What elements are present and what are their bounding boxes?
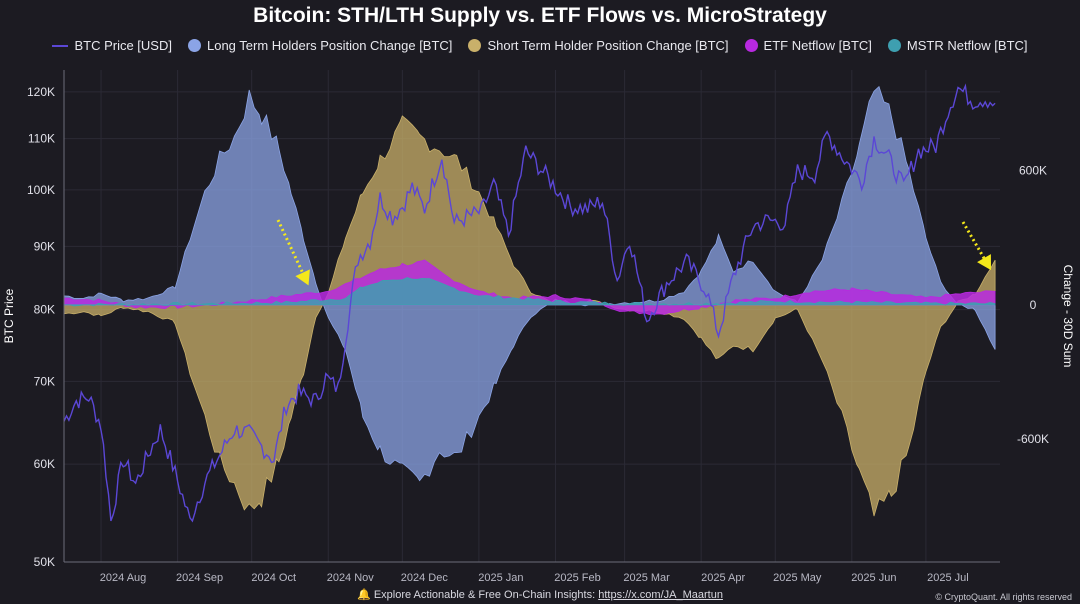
legend: BTC Price [USD] Long Term Holders Positi… [0,38,1080,53]
legend-swatch-btc-price [52,44,69,47]
area-mstr [63,277,996,307]
bell-icon: 🔔 [357,589,371,601]
right-tick-label: -600K [1017,432,1049,446]
x-tick-label: 2024 Sep [176,572,223,584]
footer: 🔔 Explore Actionable & Free On-Chain Ins… [0,588,1080,601]
line-series [63,83,996,523]
chart-title: Bitcoin: STH/LTH Supply vs. ETF Flows vs… [253,4,827,27]
x-tick-label: 2025 Feb [554,572,600,584]
legend-item-sth[interactable]: Short Term Holder Position Change [BTC] [468,38,729,53]
right-axis-title: Change - 30D Sum [1061,265,1075,368]
area-series [63,85,996,517]
area-lth [63,85,996,482]
legend-label-lth: Long Term Holders Position Change [BTC] [206,38,453,53]
footer-text: Explore Actionable & Free On-Chain Insig… [373,589,599,601]
x-tick-label: 2025 Jun [851,572,896,584]
x-tick-label: 2024 Dec [401,572,449,584]
legend-item-mstr[interactable]: MSTR Netflow [BTC] [887,38,1028,53]
legend-swatch-sth [468,39,482,52]
legend-swatch-lth [187,39,201,52]
legend-item-lth[interactable]: Long Term Holders Position Change [BTC] [187,38,453,53]
legend-label-etf: ETF Netflow [BTC] [763,38,872,53]
annotations [276,219,992,286]
legend-label-sth: Short Term Holder Position Change [BTC] [487,38,729,53]
x-tick-label: 2025 Apr [701,572,745,584]
right-tick-label: 0 [1030,298,1037,312]
arrow-oct-shaft [276,219,308,281]
arrow-oct-head [295,269,310,286]
left-tick-label: 120K [27,85,55,99]
legend-swatch-mstr [887,39,901,52]
area-sth [63,115,996,517]
x-tick-label: 2025 Jan [478,572,523,584]
left-tick-label: 110K [28,132,55,146]
right-tick-label: 600K [1019,164,1047,178]
legend-item-etf[interactable]: ETF Netflow [BTC] [744,38,872,53]
x-tick-label: 2025 May [773,572,822,584]
left-tick-label: 90K [34,239,55,253]
axes: 2024 Aug 2024 Sep 2024 Oct 2024 Nov 2024 Dec… [2,70,1075,584]
legend-swatch-etf [744,39,758,52]
legend-item-btc-price[interactable]: BTC Price [USD] [52,38,172,53]
legend-label-btc-price: BTC Price [USD] [74,38,172,53]
arrow-jul-head [977,254,992,271]
btc-price-line [63,83,996,523]
left-tick-label: 80K [34,303,55,317]
copyright: © CryptoQuant. All rights reserved [935,592,1072,602]
arrow-jul-shaft [961,221,990,266]
x-tick-label: 2025 Jul [927,572,969,584]
footer-link[interactable]: https://x.com/JA_Maartun [598,589,723,601]
left-tick-label: 50K [34,555,55,569]
x-tick-label: 2024 Oct [251,572,296,584]
x-tick-label: 2025 Mar [623,572,670,584]
left-tick-label: 60K [34,457,55,471]
left-tick-label: 100K [27,183,55,197]
x-tick-label: 2024 Aug [100,572,147,584]
left-axis-title: BTC Price [2,288,16,343]
x-tick-label: 2024 Nov [327,572,375,584]
left-tick-label: 70K [34,374,55,388]
legend-label-mstr: MSTR Netflow [BTC] [906,38,1028,53]
